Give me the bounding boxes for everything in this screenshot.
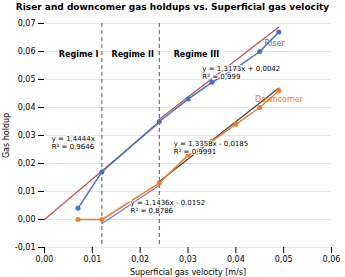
svg-text:y = 1,3173x + 0,0042R² = 0,999: y = 1,3173x + 0,0042R² = 0,999 bbox=[202, 65, 280, 81]
svg-text:Riser: Riser bbox=[265, 39, 286, 48]
svg-text:0,02: 0,02 bbox=[18, 159, 36, 168]
svg-text:y = 1,3358x - 0,0185R² = 0,999: y = 1,3358x - 0,0185R² = 0,9991 bbox=[174, 140, 249, 156]
svg-text:0,01: 0,01 bbox=[18, 187, 36, 196]
svg-text:0,00: 0,00 bbox=[18, 215, 36, 224]
svg-text:Regime III: Regime III bbox=[174, 50, 220, 59]
svg-text:Superficial gas velocity [m/s]: Superficial gas velocity [m/s] bbox=[130, 268, 246, 277]
svg-text:Regime I: Regime I bbox=[59, 50, 99, 59]
svg-text:0,04: 0,04 bbox=[18, 103, 36, 112]
svg-text:Gas holdup: Gas holdup bbox=[2, 113, 11, 158]
svg-text:0,05: 0,05 bbox=[18, 75, 36, 84]
svg-text:0,01: 0,01 bbox=[83, 255, 101, 264]
svg-text:y = 1,1436x - 0,0152R² = 0,878: y = 1,1436x - 0,0152R² = 0,8786 bbox=[131, 199, 206, 215]
svg-text:0,04: 0,04 bbox=[227, 255, 245, 264]
svg-text:Regime II: Regime II bbox=[111, 50, 154, 59]
svg-text:0,03: 0,03 bbox=[179, 255, 197, 264]
svg-text:0,06: 0,06 bbox=[18, 47, 36, 56]
svg-text:0,06: 0,06 bbox=[323, 255, 341, 264]
svg-text:0,02: 0,02 bbox=[131, 255, 149, 264]
svg-text:-0,01: -0,01 bbox=[15, 243, 36, 252]
svg-text:0,00: 0,00 bbox=[36, 255, 54, 264]
svg-text:y = 1,4444xR² = 0,9646: y = 1,4444xR² = 0,9646 bbox=[52, 135, 95, 151]
svg-text:Downcomer: Downcomer bbox=[255, 95, 304, 104]
svg-text:0,03: 0,03 bbox=[18, 131, 36, 140]
svg-text:0,07: 0,07 bbox=[18, 19, 36, 28]
svg-text:0,05: 0,05 bbox=[275, 255, 293, 264]
html-text:Riser and downcomer gas holdup: Riser and downcomer gas holdups vs. Supe… bbox=[15, 2, 330, 12]
